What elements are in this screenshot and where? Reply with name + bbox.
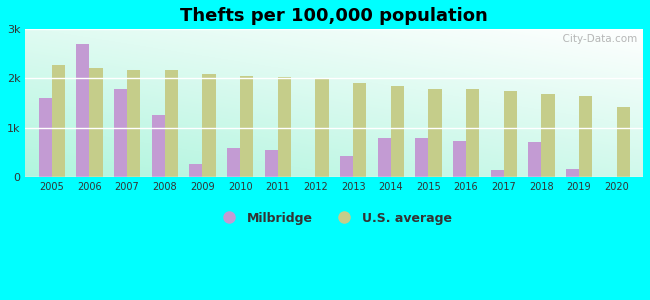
Bar xyxy=(265,150,278,177)
Bar xyxy=(127,70,140,177)
Title: Thefts per 100,000 population: Thefts per 100,000 population xyxy=(180,7,488,25)
Text: City-Data.com: City-Data.com xyxy=(556,34,637,44)
Bar xyxy=(38,98,52,177)
Bar xyxy=(151,116,164,177)
Bar xyxy=(76,44,90,177)
Bar xyxy=(227,148,240,177)
Bar xyxy=(340,156,353,177)
Bar xyxy=(466,89,479,177)
Bar xyxy=(202,74,216,177)
Bar xyxy=(114,89,127,177)
Bar xyxy=(278,77,291,177)
Bar xyxy=(541,94,554,177)
Bar xyxy=(378,138,391,177)
Bar xyxy=(566,169,579,177)
Bar xyxy=(315,80,329,177)
Bar xyxy=(90,68,103,177)
Bar xyxy=(189,164,202,177)
Bar xyxy=(391,86,404,177)
Bar xyxy=(164,70,178,177)
Bar xyxy=(491,169,504,177)
Bar xyxy=(240,76,254,177)
Bar xyxy=(428,89,441,177)
Bar xyxy=(504,91,517,177)
Bar xyxy=(52,65,65,177)
Bar xyxy=(415,137,428,177)
Legend: Milbridge, U.S. average: Milbridge, U.S. average xyxy=(212,207,456,230)
Bar xyxy=(453,142,466,177)
Bar xyxy=(353,83,366,177)
Bar xyxy=(579,96,592,177)
Bar xyxy=(617,107,630,177)
Bar xyxy=(528,142,541,177)
